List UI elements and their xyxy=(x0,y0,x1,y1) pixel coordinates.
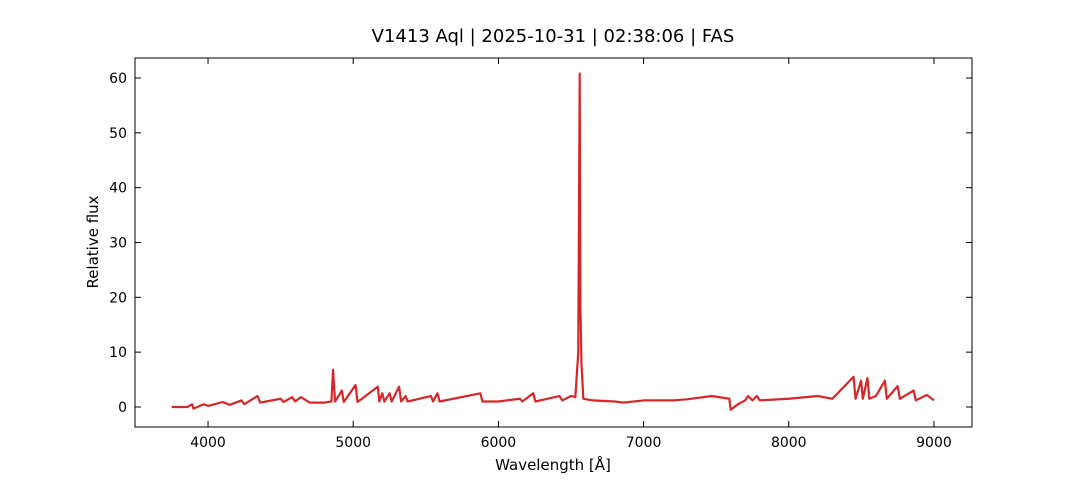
x-tick-label: 7000 xyxy=(626,435,662,451)
x-axis-label: Wavelength [Å] xyxy=(495,455,611,474)
y-tick-label: 30 xyxy=(109,236,127,252)
y-axis-label: Relative flux xyxy=(84,195,102,288)
spectrum-line xyxy=(171,72,935,411)
x-tick-label: 9000 xyxy=(916,435,952,451)
x-tick-label: 6000 xyxy=(481,435,517,451)
x-tick-label: 5000 xyxy=(335,435,371,451)
y-tick-label: 40 xyxy=(109,181,127,197)
chart-title: V1413 Aql | 2025-10-31 | 02:38:06 | FAS xyxy=(372,26,735,47)
x-tick-label: 4000 xyxy=(190,435,226,451)
y-tick-label: 50 xyxy=(109,126,127,142)
y-tick-label: 0 xyxy=(118,400,127,416)
y-tick-label: 20 xyxy=(109,290,127,306)
y-tick-label: 10 xyxy=(109,345,127,361)
y-tick-label: 60 xyxy=(109,71,127,87)
x-tick-label: 8000 xyxy=(771,435,807,451)
